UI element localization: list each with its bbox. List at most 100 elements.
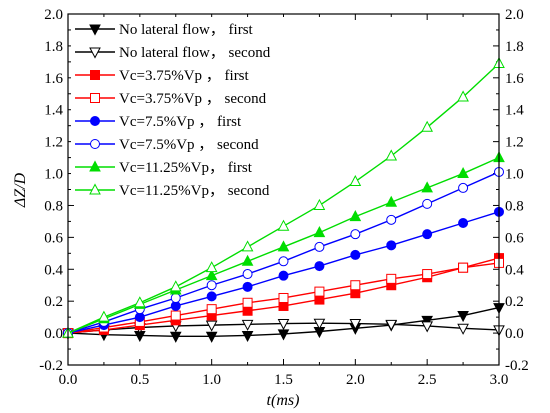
y-axis-title: ΔZ/D (12, 172, 29, 208)
axis-ticks: 0.0 0.5 1.0 1.5 2.0 2.5 3.0-0.2 -0.20.0 0.00.2 0.… (39, 7, 529, 388)
plot-frame (67, 13, 500, 366)
legend-item: Vc=3.75%Vp ， first (75, 68, 250, 84)
data-point (458, 218, 469, 229)
data-point (206, 291, 217, 302)
data-point (350, 229, 361, 240)
data-point (314, 261, 325, 272)
y-tick-label-right: 1.2 (505, 135, 524, 151)
data-point (385, 319, 398, 331)
legend-label: Vc=3.75%Vp ， second (119, 91, 267, 107)
y-tick-label-right: 0.4 (505, 262, 524, 278)
data-point (90, 93, 100, 103)
y-tick-label: -0.2 (39, 358, 63, 374)
data-point (242, 281, 253, 292)
legend-box (71, 17, 316, 205)
legend-label: Vc=11.25%Vp， second (119, 183, 270, 199)
data-point (385, 149, 398, 161)
data-point (241, 330, 254, 343)
y-tick-label-right: 0.8 (505, 198, 524, 214)
data-point (206, 280, 217, 291)
data-point (241, 319, 254, 331)
data-point (313, 318, 326, 330)
data-point (277, 240, 290, 252)
data-point (89, 47, 101, 59)
x-tick-label: 0.0 (59, 372, 78, 388)
data-point (422, 198, 433, 209)
data-point (90, 139, 100, 149)
y-tick-label: 0.2 (44, 294, 63, 310)
data-point (457, 323, 469, 335)
data-point (314, 241, 325, 252)
data-point (458, 262, 469, 273)
data-point (169, 331, 182, 343)
data-point (422, 229, 433, 240)
data-point (241, 240, 254, 252)
legend-label: Vc=11.25%Vp， first (119, 160, 253, 176)
data-point (90, 70, 100, 80)
data-point (457, 166, 469, 179)
x-tick-label: 2.5 (418, 372, 437, 388)
data-point (422, 269, 433, 280)
legend-item: Vc=3.75%Vp ， second (75, 91, 267, 107)
data-point (349, 210, 362, 222)
data-point (421, 321, 433, 333)
data-point (349, 319, 362, 331)
y-tick-label: 0.6 (44, 230, 63, 246)
data-point (205, 320, 218, 332)
legend-item: No lateral flow， first (75, 22, 254, 38)
y-tick-label: 2.0 (44, 7, 63, 23)
y-tick-label: 1.6 (44, 71, 63, 87)
data-point (350, 249, 361, 260)
data-point (205, 331, 218, 343)
legend-label: No lateral flow， first (119, 22, 254, 38)
legend-item: No lateral flow， second (75, 45, 271, 61)
data-point (457, 311, 469, 323)
data-point (421, 181, 433, 193)
x-tick-label: 0.5 (130, 372, 149, 388)
data-point (205, 261, 218, 273)
data-point (313, 198, 326, 210)
y-tick-label: 1.4 (44, 103, 63, 119)
data-point (277, 319, 290, 331)
x-axis-title: t(ms) (267, 392, 300, 409)
data-point (205, 269, 218, 281)
y-tick-label-right: 2.0 (505, 7, 524, 23)
y-tick-label-right: 0.6 (505, 230, 524, 246)
data-point (278, 292, 289, 303)
legend-label: Vc=7.5%Vp ， second (119, 137, 259, 153)
legend: No lateral flow， first No lateral flow， s… (71, 17, 316, 205)
y-tick-label-right: 1.4 (505, 103, 524, 119)
y-tick-label-right: 1.6 (505, 71, 524, 87)
data-point (169, 280, 182, 292)
data-point (458, 182, 469, 193)
y-tick-label: 0.0 (44, 326, 63, 342)
x-tick-label: 2.0 (346, 372, 365, 388)
y-tick-label-right: 1.8 (505, 39, 524, 55)
y-tick-label: 1.8 (44, 39, 63, 55)
data-point (242, 297, 253, 308)
data-point (386, 214, 397, 225)
y-tick-label: 1.2 (44, 135, 63, 151)
y-tick-label-right: 0.0 (505, 326, 524, 342)
legend-item: Vc=11.25%Vp， second (75, 183, 270, 199)
series (62, 56, 505, 338)
data-point (421, 315, 433, 327)
data-point (278, 270, 289, 281)
x-tick-label: 1.5 (274, 372, 293, 388)
y-tick-label-right: 0.2 (505, 294, 524, 310)
data-point (89, 160, 101, 172)
y-tick-label-right: -0.2 (505, 358, 529, 374)
series-layer (62, 56, 505, 343)
legend-item: Vc=7.5%Vp ， second (75, 137, 259, 153)
x-tick-label: 3.0 (490, 372, 509, 388)
legend-label: Vc=3.75%Vp ， first (119, 68, 250, 84)
y-tick-label: 0.8 (44, 198, 63, 214)
data-point (278, 256, 289, 267)
data-point (134, 296, 146, 308)
data-point (386, 240, 397, 251)
data-point (386, 273, 397, 284)
data-point (170, 310, 181, 321)
series (63, 166, 504, 339)
legend-item: Vc=11.25%Vp， first (75, 160, 253, 176)
data-point (457, 90, 469, 102)
